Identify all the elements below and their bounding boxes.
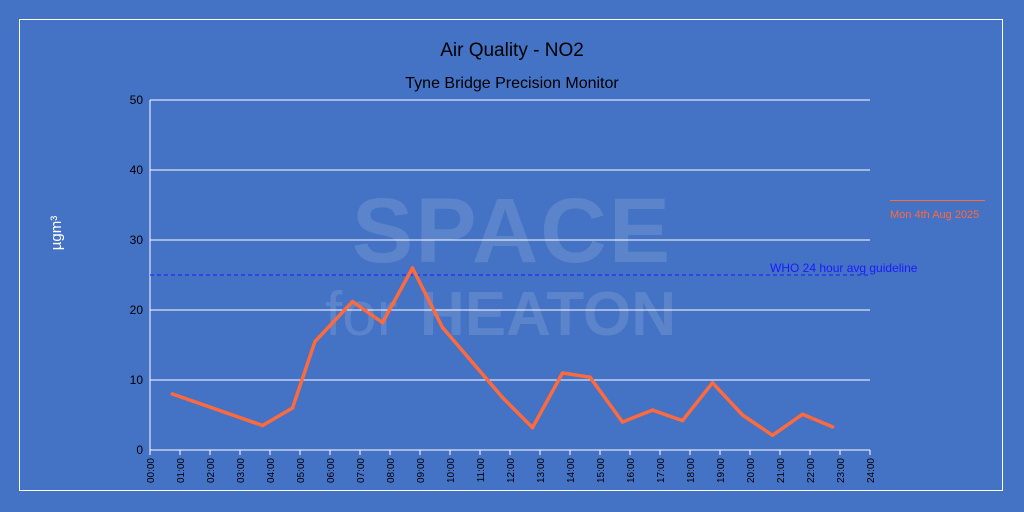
data-point (500, 395, 505, 400)
data-point (560, 371, 565, 375)
chart-subtitle: Tyne Bridge Precision Monitor (405, 75, 619, 92)
x-tick-label: 23:00 (836, 458, 847, 483)
watermark-line2-b: HEATON (420, 280, 676, 349)
data-point (620, 420, 625, 424)
data-point (680, 418, 685, 423)
y-tick-label: 20 (130, 303, 144, 317)
legend-swatch (890, 200, 985, 201)
data-point (530, 425, 535, 430)
x-tick-label: 17:00 (656, 458, 667, 483)
data-point (770, 433, 775, 438)
x-tick-label: 03:00 (236, 458, 247, 483)
x-tick-label: 21:00 (776, 458, 787, 483)
series-group (170, 266, 835, 438)
data-point (440, 325, 445, 330)
y-tick-label: 0 (136, 443, 143, 457)
data-point (470, 360, 475, 365)
x-tick-label: 11:00 (476, 458, 487, 483)
x-tick-label: 16:00 (626, 458, 637, 483)
data-point (410, 266, 415, 270)
data-point (800, 412, 805, 417)
x-tick-label: 19:00 (716, 458, 727, 483)
y-tick-label: 30 (130, 233, 144, 247)
x-tick-label: 12:00 (506, 458, 517, 483)
legend-label: Mon 4th Aug 2025 (890, 209, 980, 221)
x-tick-label: 18:00 (686, 458, 697, 483)
x-tick-label: 10:00 (446, 458, 457, 483)
legend: Mon 4th Aug 2025 (890, 200, 990, 221)
data-point (260, 423, 265, 428)
x-tick-label: 08:00 (386, 458, 397, 483)
data-point (830, 425, 835, 429)
x-tick-label: 09:00 (416, 458, 427, 483)
x-tick-label: 00:00 (146, 458, 157, 483)
watermark-line1: SPACE (352, 180, 672, 282)
x-tick-labels: 00:00 01:00 02:00 03:00 04:00 05:00 06:00 07:00… (146, 458, 877, 483)
reference-line-group: WHO 24 hour avg guideline (150, 261, 918, 276)
data-point (290, 406, 295, 410)
x-tick-label: 22:00 (806, 458, 817, 483)
chart-frame (19, 19, 1003, 491)
x-tick-label: 05:00 (296, 458, 307, 483)
x-tick-label: 14:00 (566, 458, 577, 483)
data-point (588, 375, 592, 380)
y-tick-label: 10 (130, 373, 144, 387)
data-point (170, 392, 175, 396)
x-tick-label: 04:00 (266, 458, 277, 483)
x-tick-label: 13:00 (536, 458, 547, 483)
y-tick-label: 50 (130, 93, 144, 107)
x-tick-label: 15:00 (596, 458, 607, 483)
data-point (313, 339, 317, 344)
data-point (650, 408, 655, 412)
x-tick-label: 01:00 (176, 458, 187, 483)
y-tick-label: 40 (130, 163, 144, 177)
data-point (350, 299, 355, 304)
chart-title: Air Quality - NO2 (440, 40, 584, 61)
data-point (380, 320, 385, 325)
data-point (710, 381, 715, 385)
gridlines (150, 99, 870, 381)
y-tick-labels: 0 10 20 30 40 50 (130, 93, 144, 457)
x-tick-label: 02:00 (206, 458, 217, 483)
data-point (740, 413, 745, 417)
x-tick-label: 24:00 (866, 458, 877, 483)
who-guideline-label: WHO 24 hour avg guideline (770, 261, 918, 275)
x-tick-label: 07:00 (356, 458, 367, 483)
x-tick-label: 06:00 (326, 458, 337, 483)
x-tick-label: 20:00 (746, 458, 757, 483)
